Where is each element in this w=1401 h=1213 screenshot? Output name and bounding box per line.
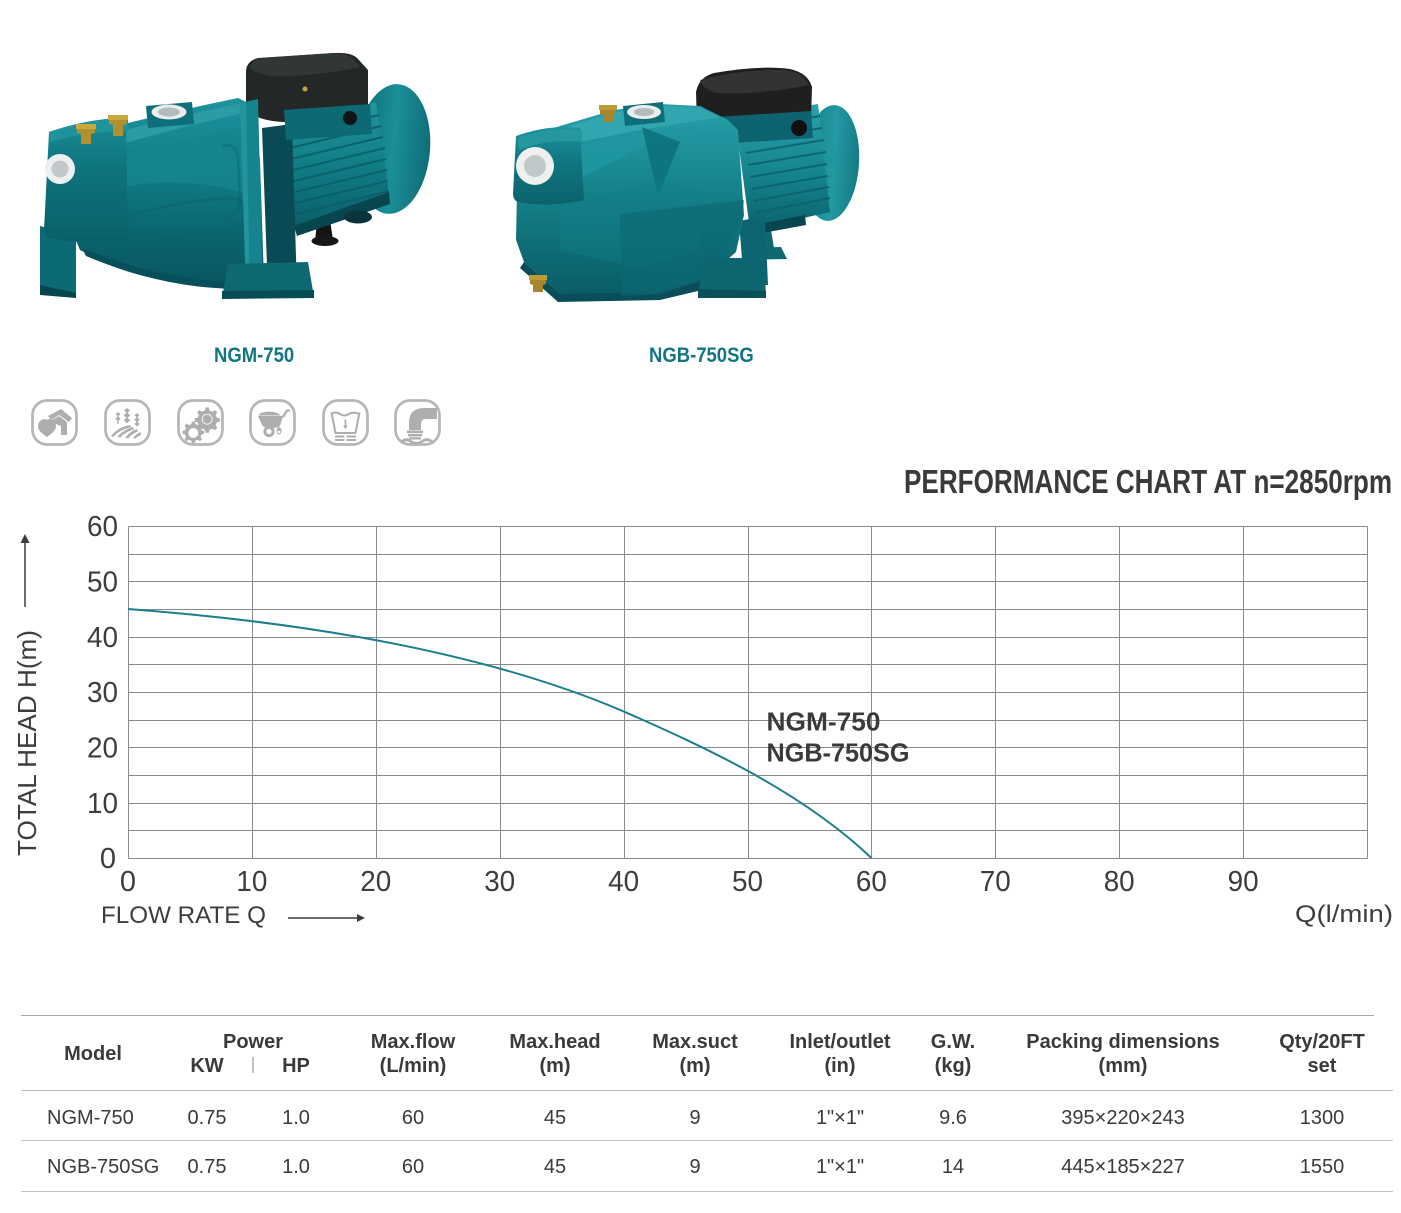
svg-text:TOTAL HEAD H(m): TOTAL HEAD H(m) bbox=[12, 630, 42, 856]
svg-text:20: 20 bbox=[87, 733, 118, 765]
svg-text:70: 70 bbox=[980, 866, 1011, 898]
svg-text:20: 20 bbox=[360, 866, 391, 898]
svg-text:40: 40 bbox=[608, 866, 639, 898]
svg-text:60: 60 bbox=[856, 866, 887, 898]
svg-text:40: 40 bbox=[87, 622, 118, 654]
svg-text:60: 60 bbox=[87, 511, 118, 543]
svg-text:80: 80 bbox=[1104, 866, 1135, 898]
svg-text:FLOW RATE Q: FLOW RATE Q bbox=[101, 902, 266, 929]
svg-text:30: 30 bbox=[484, 866, 515, 898]
svg-text:0: 0 bbox=[120, 866, 136, 898]
svg-text:NGB-750SG: NGB-750SG bbox=[767, 738, 910, 768]
svg-text:90: 90 bbox=[1228, 866, 1259, 898]
svg-text:Q(l/min): Q(l/min) bbox=[1295, 901, 1393, 928]
svg-text:50: 50 bbox=[87, 567, 118, 599]
svg-text:NGM-750: NGM-750 bbox=[767, 707, 881, 737]
svg-text:30: 30 bbox=[87, 677, 118, 709]
svg-text:50: 50 bbox=[732, 866, 763, 898]
svg-text:10: 10 bbox=[236, 866, 267, 898]
svg-text:0: 0 bbox=[100, 843, 116, 875]
svg-text:10: 10 bbox=[87, 788, 118, 820]
